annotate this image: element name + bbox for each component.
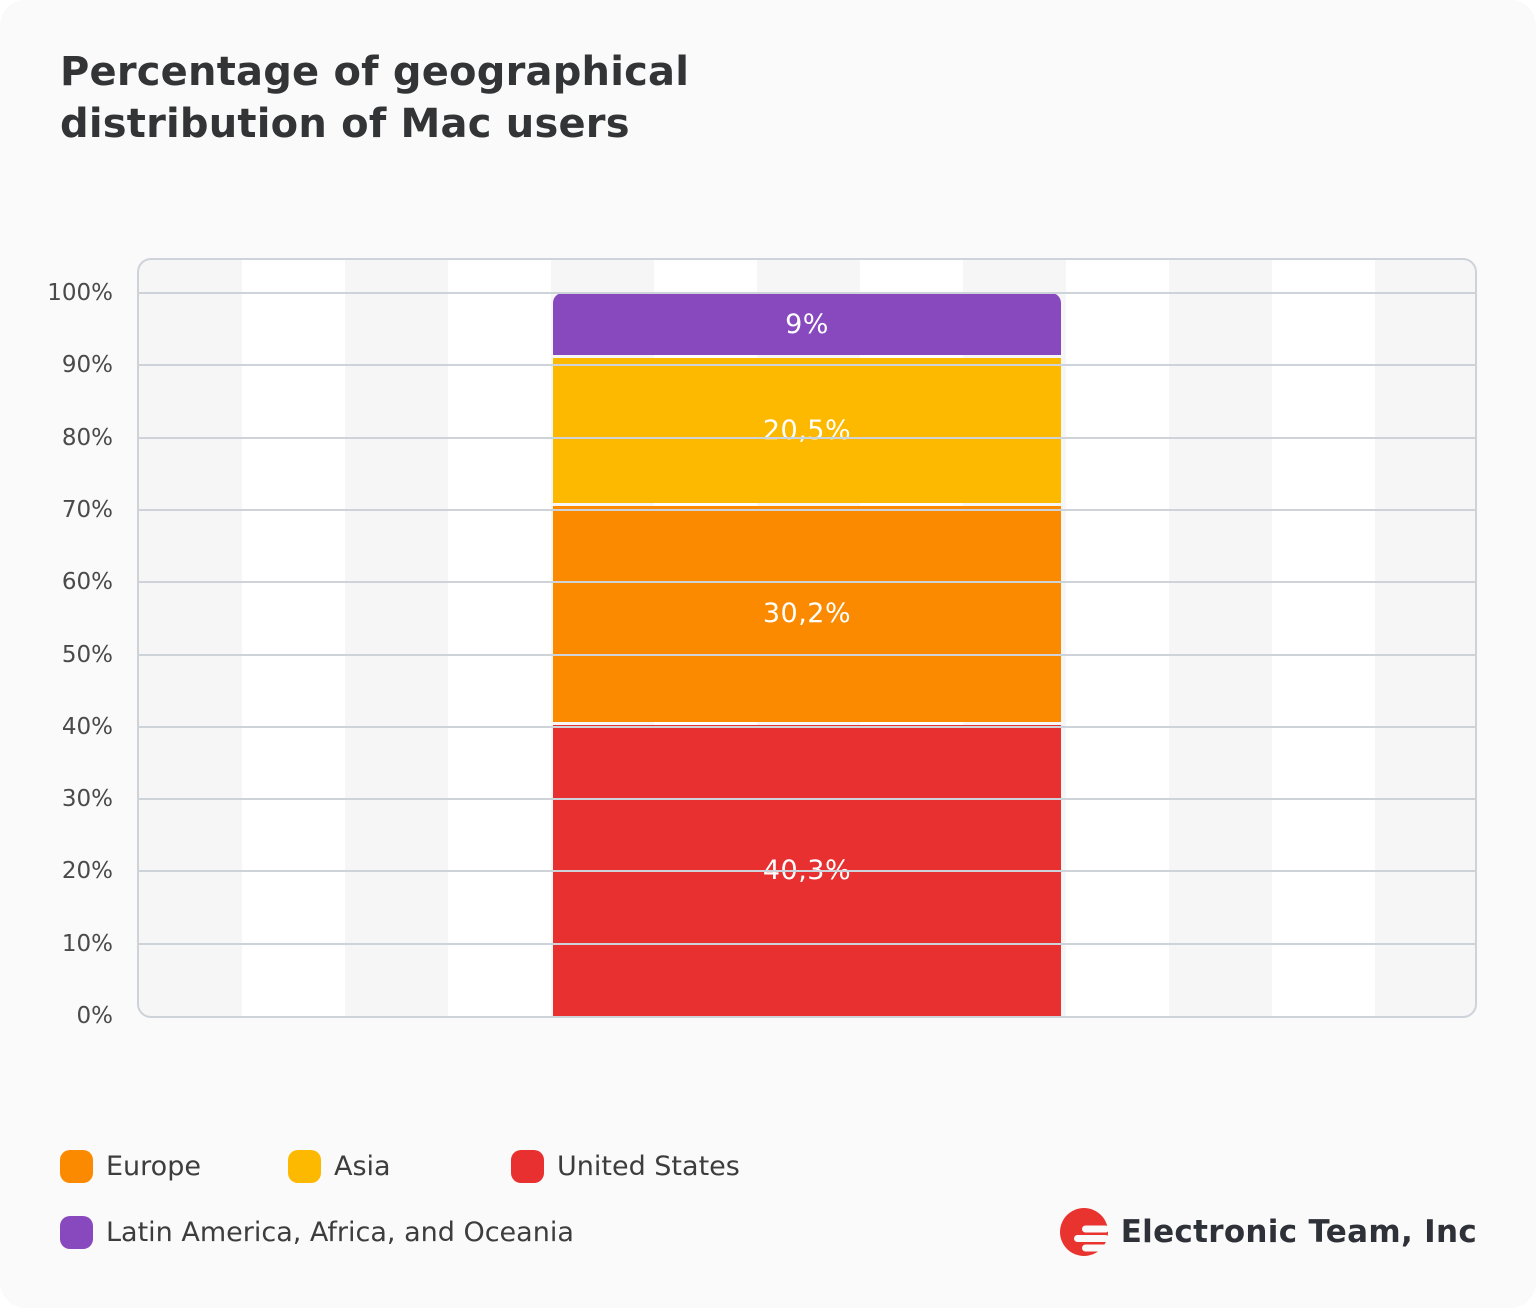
legend-label: Asia [334,1151,391,1182]
legend-swatch [511,1150,544,1183]
gridline-40% [139,725,1475,728]
y-tick-label: 60% [61,569,113,596]
y-tick-label: 20% [61,858,113,885]
legend-label: Latin America, Africa, and Oceania [106,1217,574,1248]
legend-item: Asia [288,1150,391,1183]
bar-segment: 40,3% [553,724,1061,1016]
y-tick-label: 100% [47,280,113,306]
y-tick-label: 10% [61,930,113,957]
plot-area: 40,3% 30,2% 20,5% 9% [137,258,1477,1018]
stacked-bar: 40,3% 30,2% 20,5% 9% [553,260,1061,1016]
electronic-team-logo-icon [1059,1208,1108,1256]
gridline-80% [139,436,1475,439]
segment-value-label: 9% [785,308,829,340]
gridline-30% [139,798,1475,801]
legend-swatch [60,1216,93,1249]
y-tick-label: 40% [61,713,113,740]
bar-segment: 30,2% [553,506,1061,722]
legend-item: Europe [60,1150,201,1183]
segment-value-label: 30,2% [762,598,852,630]
segment-value-label: 40,3% [762,854,852,886]
legend-item: United States [511,1150,740,1183]
gridline-10% [139,942,1475,945]
legend-swatch [60,1150,93,1183]
chart-title: Percentage of geographical distribution … [60,49,690,147]
gridline-70% [139,508,1475,511]
y-tick-label: 80% [61,424,113,451]
brand-name: Electronic Team, Inc [1120,1214,1477,1250]
y-axis: 0% 10% 20% 30% 40% 50% 60% 70% 80% 90% 100% [0,258,125,1029]
legend-label: United States [557,1151,740,1182]
gridline-50% [139,653,1475,656]
segment-value-label: 20,5% [762,415,852,447]
legend-label: Europe [106,1151,201,1182]
y-tick-label: 70% [61,496,113,523]
y-tick-label: 30% [61,786,113,813]
legend-swatch [288,1150,321,1183]
brand-footer: Electronic Team, Inc [1059,1208,1477,1256]
gridline-90% [139,364,1475,367]
y-tick-label: 90% [61,352,113,379]
bar-segment: 20,5% [553,358,1061,504]
gridline-60% [139,581,1475,584]
y-tick-label: 0% [76,1003,114,1029]
gridline-100% [139,292,1475,294]
bar-segment: 9% [553,293,1061,356]
gridline-20% [139,870,1475,873]
legend-item: Latin America, Africa, and Oceania [60,1216,574,1249]
y-tick-label: 50% [61,641,113,668]
